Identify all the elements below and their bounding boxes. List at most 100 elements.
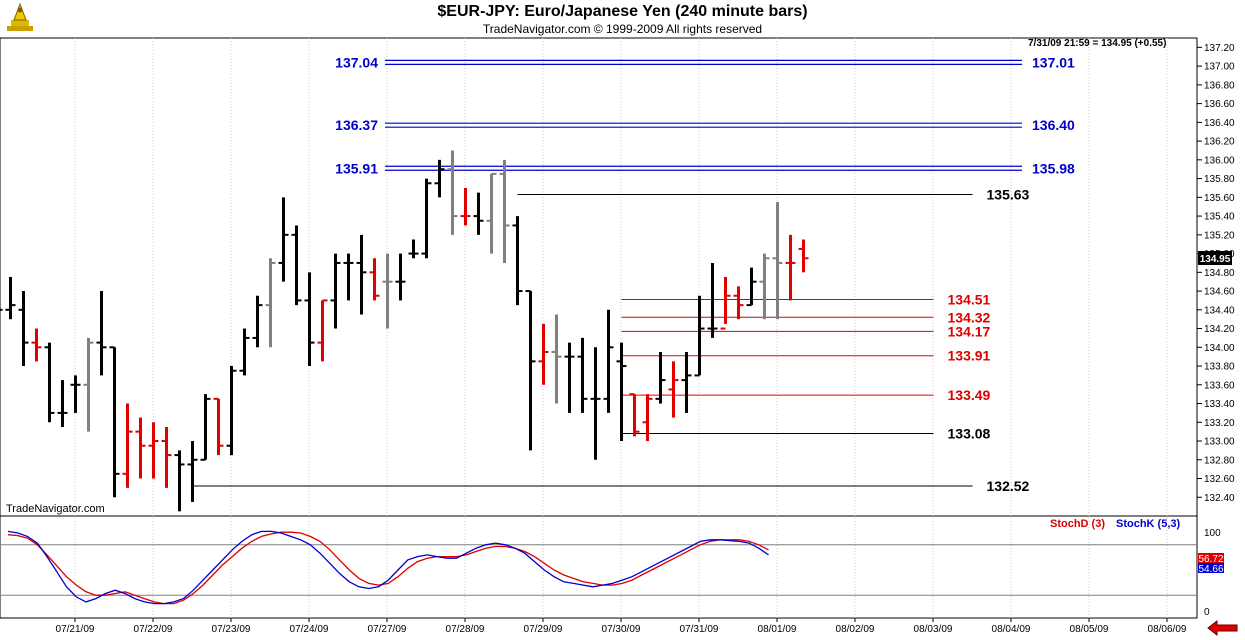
y-tick-label: 134.40 [1204,305,1235,316]
x-tick-label: 08/03/09 [914,624,953,635]
y-tick-label: 134.60 [1204,287,1235,298]
ohlc-bar [252,295,263,348]
y-tick: 137.20 [1197,43,1235,54]
y-tick: 136.40 [1197,118,1235,129]
ohlc-bar [759,253,770,320]
ohlc-bar [499,159,510,263]
stoch-tick-label: 100 [1204,528,1221,539]
ohlc-bar [330,253,341,329]
x-tick: 08/01/09 [758,618,797,635]
level-label: 134.17 [948,323,991,339]
ohlc-bar [408,239,419,259]
y-tick-label: 132.80 [1204,455,1235,466]
ohlc-bar [421,178,432,259]
trade-navigator-logo [7,2,33,31]
price-level: 135.91 135.98 [335,160,1075,176]
ohlc-bar [96,291,107,376]
y-tick-label: 135.20 [1204,230,1235,241]
watermark: TradeNavigator.com [6,503,105,515]
ohlc-bar [174,450,185,512]
ohlc-bar [304,272,315,367]
ohlc-bar [161,426,172,488]
ohlc-bar [5,277,16,320]
price-readout: 7/31/09 21:59 = 134.95 (+0.55) [1028,38,1167,49]
ohlc-bar [0,308,3,311]
stochastic-lines [0,530,1197,605]
ohlc-bar [460,187,471,226]
ohlc-bar [31,328,42,362]
level-label: 133.49 [948,387,991,403]
y-tick: 133.60 [1197,380,1235,391]
x-tick: 07/29/09 [524,618,563,635]
y-tick: 135.80 [1197,174,1235,185]
x-tick: 07/21/09 [56,618,95,635]
stoch-k-line [7,530,769,605]
stochastic-axis: 100 0 [1204,528,1221,618]
x-tick: 07/31/09 [680,618,719,635]
y-tick-label: 132.40 [1204,493,1235,504]
ohlc-bar [798,239,809,273]
ohlc-bar [473,192,484,235]
x-tick-label: 08/06/09 [1148,624,1187,635]
level-label-left: 136.37 [335,117,378,133]
ohlc-bar [733,286,744,320]
stoch-value-tags: 56.72 54.66 [1198,553,1224,575]
y-tick-label: 133.60 [1204,380,1235,391]
x-tick-label: 07/28/09 [446,624,485,635]
ohlc-bar [772,202,783,320]
price-level: 132.52 [192,478,1030,494]
ohlc-bar [18,291,29,367]
ohlc-bar [512,216,523,306]
price-level: 137.04 137.01 [335,54,1075,70]
price-level: 133.91 [621,348,991,364]
ohlc-bar [746,267,757,307]
y-tick: 134.60 [1197,287,1235,298]
ohlc-bar [629,393,640,437]
ohlc-bar [83,337,94,432]
x-tick-label: 07/31/09 [680,624,719,635]
x-tick: 08/05/09 [1070,618,1109,635]
ohlc-bar [265,258,276,348]
y-tick-label: 136.80 [1204,80,1235,91]
y-tick-label: 136.00 [1204,155,1235,166]
chart-title: $EUR-JPY: Euro/Japanese Yen (240 minute … [437,3,808,20]
y-tick-label: 133.00 [1204,437,1235,448]
ohlc-bar [642,394,653,442]
y-tick: 136.80 [1197,80,1235,91]
stoch-d-value: 56.72 [1198,554,1223,565]
y-tick: 134.00 [1197,343,1235,354]
price-levels: 137.04 137.01 136.37 136.40 135.91 135.98135.… [192,54,1075,494]
y-tick: 132.60 [1197,474,1235,485]
ohlc-bar [655,351,666,404]
ohlc-bar [616,342,627,442]
price-panel [0,37,1198,517]
y-tick: 133.20 [1197,418,1235,429]
ohlc-bar [694,295,705,377]
y-tick-label: 133.20 [1204,418,1235,429]
y-tick-label: 137.20 [1204,43,1235,54]
level-label-left: 135.91 [335,160,378,176]
ohlc-bar [135,417,146,479]
ohlc-bar [317,299,328,362]
chart-header: $EUR-JPY: Euro/Japanese Yen (240 minute … [0,0,1245,38]
ohlc-bar [564,342,575,413]
x-tick: 08/06/09 [1148,618,1187,635]
stoch-k-legend: StochK (5,3) [1116,518,1181,530]
price-level: 135.63 [517,187,1030,203]
y-tick: 134.40 [1197,305,1235,316]
ohlc-bar [148,422,159,479]
ohlc-bar [538,323,549,385]
scroll-left-arrow-icon[interactable] [1207,620,1239,636]
level-label: 135.63 [987,187,1030,203]
stoch-d-line [7,531,769,605]
ohlc-bar [590,347,601,460]
x-tick-label: 08/04/09 [992,624,1031,635]
x-tick-label: 08/05/09 [1070,624,1109,635]
level-label: 134.51 [948,291,991,307]
ohlc-bar [486,172,497,254]
x-tick: 07/23/09 [212,618,251,635]
x-tick-label: 07/22/09 [134,624,173,635]
stochastic-panel [0,515,1198,619]
ohlc-bar [356,234,367,315]
